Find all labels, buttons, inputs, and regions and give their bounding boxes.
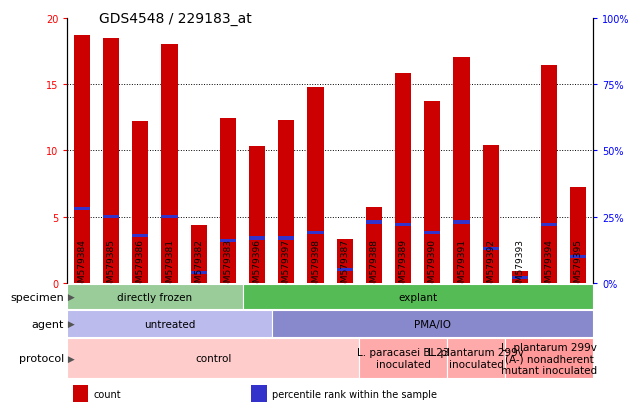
Bar xyxy=(103,38,119,283)
Bar xyxy=(483,146,499,283)
Bar xyxy=(67,339,360,378)
Bar xyxy=(74,36,90,283)
Text: GSM579395: GSM579395 xyxy=(574,238,583,293)
Text: GSM579387: GSM579387 xyxy=(340,238,349,293)
Bar xyxy=(483,247,499,251)
Text: count: count xyxy=(94,389,121,399)
Bar xyxy=(453,58,470,283)
Bar xyxy=(103,216,119,219)
Bar xyxy=(395,223,411,227)
Bar xyxy=(220,239,236,242)
Bar xyxy=(395,74,411,283)
Bar xyxy=(132,234,148,237)
Text: GSM579382: GSM579382 xyxy=(194,238,203,293)
Text: GSM579389: GSM579389 xyxy=(399,238,408,293)
Text: agent: agent xyxy=(31,319,64,329)
Text: ▶: ▶ xyxy=(65,292,75,301)
Text: L. plantarum 299v
inoculated: L. plantarum 299v inoculated xyxy=(428,347,524,369)
Bar xyxy=(249,237,265,240)
Text: L. plantarum 299v
(A-) nonadherent
mutant inoculated: L. plantarum 299v (A-) nonadherent mutan… xyxy=(501,342,597,375)
Text: GSM579388: GSM579388 xyxy=(369,238,378,293)
Bar xyxy=(541,66,557,283)
Bar xyxy=(570,188,587,283)
Bar xyxy=(366,208,382,283)
Bar xyxy=(272,311,593,337)
Bar xyxy=(242,285,593,309)
Text: GSM579398: GSM579398 xyxy=(311,238,320,293)
Text: GSM579385: GSM579385 xyxy=(106,238,115,293)
Text: ▶: ▶ xyxy=(65,320,75,328)
Text: GSM579386: GSM579386 xyxy=(136,238,145,293)
Bar xyxy=(447,339,505,378)
Text: GSM579396: GSM579396 xyxy=(253,238,262,293)
Bar xyxy=(251,385,267,401)
Bar xyxy=(132,122,148,283)
Bar xyxy=(162,45,178,283)
Text: GSM579392: GSM579392 xyxy=(487,238,495,293)
Text: GSM579381: GSM579381 xyxy=(165,238,174,293)
Text: GSM579391: GSM579391 xyxy=(457,238,466,293)
Bar xyxy=(360,339,447,378)
Bar xyxy=(424,231,440,235)
Bar xyxy=(337,268,353,272)
Bar xyxy=(570,255,587,259)
Text: GSM579384: GSM579384 xyxy=(78,238,87,293)
Bar xyxy=(278,121,294,283)
Text: GSM579397: GSM579397 xyxy=(282,238,291,293)
Text: untreated: untreated xyxy=(144,319,196,329)
Text: specimen: specimen xyxy=(10,292,64,302)
Text: control: control xyxy=(195,353,231,363)
Text: L. paracasei BL23
inoculated: L. paracasei BL23 inoculated xyxy=(357,347,449,369)
Text: directly frozen: directly frozen xyxy=(117,292,192,302)
Text: GSM579383: GSM579383 xyxy=(224,238,233,293)
Bar xyxy=(424,102,440,283)
Bar xyxy=(337,240,353,283)
Bar xyxy=(512,276,528,280)
Bar xyxy=(453,221,470,224)
Bar xyxy=(308,88,324,283)
Text: protocol: protocol xyxy=(19,353,64,363)
Text: GSM579393: GSM579393 xyxy=(515,238,524,293)
Bar xyxy=(278,237,294,240)
Bar xyxy=(220,119,236,283)
Bar xyxy=(512,271,528,283)
Bar xyxy=(505,339,593,378)
Text: GSM579390: GSM579390 xyxy=(428,238,437,293)
Text: GSM579394: GSM579394 xyxy=(545,238,554,293)
Text: ▶: ▶ xyxy=(65,354,75,363)
Bar xyxy=(72,385,88,401)
Bar xyxy=(74,208,90,211)
Bar xyxy=(308,231,324,235)
Text: PMA/IO: PMA/IO xyxy=(414,319,451,329)
Bar xyxy=(249,147,265,283)
Bar xyxy=(67,285,242,309)
Text: percentile rank within the sample: percentile rank within the sample xyxy=(272,389,437,399)
Bar xyxy=(162,216,178,219)
Text: explant: explant xyxy=(398,292,437,302)
Bar xyxy=(190,271,207,274)
Bar xyxy=(190,225,207,283)
Bar xyxy=(67,311,272,337)
Bar xyxy=(366,221,382,224)
Text: GDS4548 / 229183_at: GDS4548 / 229183_at xyxy=(99,12,252,26)
Bar xyxy=(541,223,557,227)
